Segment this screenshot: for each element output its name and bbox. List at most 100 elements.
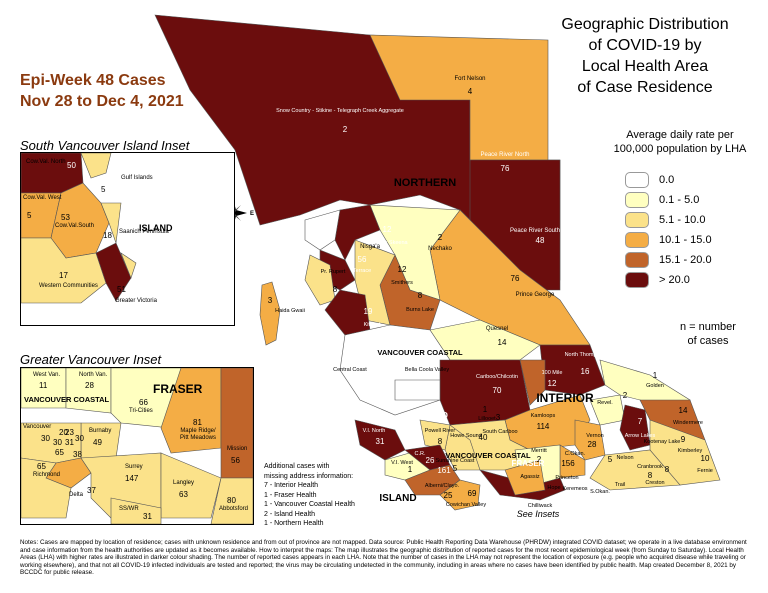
inset-western-communities-label: Western Communities: [39, 283, 98, 289]
inset-north-van-count: 28: [85, 381, 94, 390]
inset-surrey-label: Surrey: [125, 464, 143, 470]
inset-sswr-label: SS/WR: [119, 506, 139, 512]
lha-kamloops-label: Kamloops: [531, 413, 556, 419]
legend-item-3: 10.1 - 15.0: [625, 232, 712, 248]
lha-north-thompson-count: 16: [581, 367, 590, 376]
greater-vancouver-inset-map: [21, 368, 253, 524]
lha-kimberley-count: 9: [681, 435, 686, 444]
lha-sunshine-coast-label: Sunshine Coast: [436, 458, 475, 464]
lha-vi-north-count: 31: [376, 437, 385, 446]
map-title: Geographic Distribution of COVID-19 by L…: [561, 16, 729, 96]
lha-vi-west-count: 1: [408, 465, 413, 474]
lha-cowichan-label: Cowichan Valley: [446, 502, 487, 508]
lha-quesnel-label: Quesnel: [486, 326, 508, 332]
legend-item-1: 0.1 - 5.0: [625, 192, 699, 208]
inset-gulf-islands-label: Gulf Islands: [121, 175, 153, 181]
region-vc-north-label: VANCOUVER COASTAL: [377, 348, 463, 357]
legend-swatch: [625, 172, 649, 188]
lha-prince-george-label: Prince George: [516, 292, 555, 298]
inset-small-num-5: 65: [55, 448, 64, 457]
inset-cowval-west-count: 5: [27, 211, 32, 220]
inset-langley-count: 63: [179, 490, 188, 499]
inset-cowval-south-count: 53: [61, 213, 70, 222]
lha-arrow-lakes-label: Arrow Lakes: [625, 433, 656, 439]
region-fraser-label: FRASER: [512, 459, 545, 468]
lha-upper-skeena-label: Upper Skeena: [372, 240, 408, 246]
lha-kimberley-label: Kimberley: [678, 448, 703, 454]
inset-mission-count: 56: [231, 456, 240, 465]
lha-nechako-label: Nechako: [428, 246, 452, 252]
lha-prince-rupert-label: Pr. Rupert: [321, 269, 346, 275]
region-island-label: ISLAND: [418, 411, 448, 420]
lha-howe-sound-label: Howe Sound: [450, 433, 482, 439]
inset-small-num-4: 20: [59, 428, 68, 437]
inset-tri-cities-label: Tri-Cities: [129, 408, 153, 414]
see-insets-label: See Insets: [517, 509, 560, 519]
lha-fort-nelson-label: Fort Nelson: [454, 76, 485, 82]
lha-kootenay-lake-label: Kootenay Lake: [644, 439, 681, 445]
lha-revelstoke-label: Revel.: [597, 400, 613, 406]
lha-stikine-label: Snow Country - Stikine - Telegraph Creek…: [276, 108, 404, 114]
greater-vancouver-inset-title: Greater Vancouver Inset: [20, 352, 162, 367]
lha-lillooet-count: 1: [483, 405, 488, 414]
lha-cranbrook-count: 8: [665, 465, 670, 474]
inset-fraser-region-label: FRASER: [153, 382, 203, 396]
inset-delta-count: 37: [87, 486, 96, 495]
lha-nisgaa-label: Nisga'a: [360, 244, 380, 250]
lha-prince-george-count: 76: [511, 274, 520, 283]
inset-vancouver-count: 30: [41, 434, 50, 443]
lha-vernon-count: 28: [588, 440, 597, 449]
inset-vancouver-label: Vancouver: [23, 424, 52, 430]
inset-maple-ridge-label: Maple Ridge/ Pitt Meadows: [179, 428, 216, 441]
footnotes: Notes: Cases are mapped by location of r…: [20, 539, 747, 577]
lha-golden-label: Golden: [646, 383, 664, 389]
inset-tri-cities-count: 66: [139, 398, 148, 407]
lha-fernie-count: 10: [701, 454, 710, 463]
legend-item-2: 5.1 - 10.0: [625, 212, 705, 228]
lha-arrow-lakes: [619, 404, 651, 451]
lha-100-mile-label: 100 Mile: [542, 370, 563, 376]
lha-cr-label: C.R.: [415, 451, 426, 457]
inset-vc-region-label: VANCOUVER COASTAL: [24, 395, 110, 404]
legend-item-5: > 20.0: [625, 272, 690, 288]
lha-arrow-lakes-count: 7: [638, 417, 643, 426]
south-island-inset-map: [21, 153, 137, 304]
lha-alberni-count: 25: [444, 491, 453, 500]
lha-cowichan: [439, 479, 481, 511]
lha-terrace-count: 56: [358, 255, 367, 264]
inset-island-label: ISLAND: [139, 223, 173, 233]
inset-new-west-count: 38: [73, 450, 82, 459]
inset-greater-victoria-count: 51: [117, 285, 126, 294]
lha-vi-north: [354, 419, 406, 461]
lha-nisgaa: [304, 209, 341, 251]
lha-trail-label: Trail: [615, 482, 626, 488]
region-interior-label: INTERIOR: [536, 391, 594, 405]
region-island-lower-label: ISLAND: [379, 493, 416, 504]
additional-cases-note: Additional cases with missing address in…: [264, 463, 355, 527]
legend-swatch: [625, 272, 649, 288]
lha-cranbrook-label: Cranbrook: [637, 464, 663, 470]
lha-prince-rupert-count: 8: [333, 285, 338, 294]
lha-central-coast-label: Central Coast: [333, 367, 367, 373]
lha-nelson-label: Nelson: [616, 455, 633, 461]
inset-small-num-3: 30: [53, 438, 62, 447]
lha-hope-label: Hope: [547, 485, 560, 491]
inset-gulf-islands-count: 5: [101, 185, 106, 194]
inset-west-van-count: 11: [39, 381, 48, 390]
lha-powell-river-count: 8: [438, 437, 443, 446]
inset-mission-label: Mission: [227, 446, 248, 452]
lha-kootenay-south: [589, 449, 681, 491]
lha-bella-coola: [394, 379, 441, 401]
lha-vernon: [574, 419, 606, 461]
lha-revelstoke-count: 2: [623, 391, 628, 400]
lha-south-cariboo-label: South Cariboo: [482, 429, 517, 435]
lha-smithers-count: 12: [398, 265, 407, 274]
lha-hope-area: [504, 459, 546, 496]
inset-cowval-south-label: Cow.Val.South: [55, 223, 94, 229]
legend-swatch: [625, 212, 649, 228]
lha-cr-count: 26: [426, 456, 435, 465]
lha-windermere-count: 14: [679, 406, 688, 415]
inset-burnaby-count: 49: [93, 438, 102, 447]
lha-golden-count: 1: [653, 371, 658, 380]
